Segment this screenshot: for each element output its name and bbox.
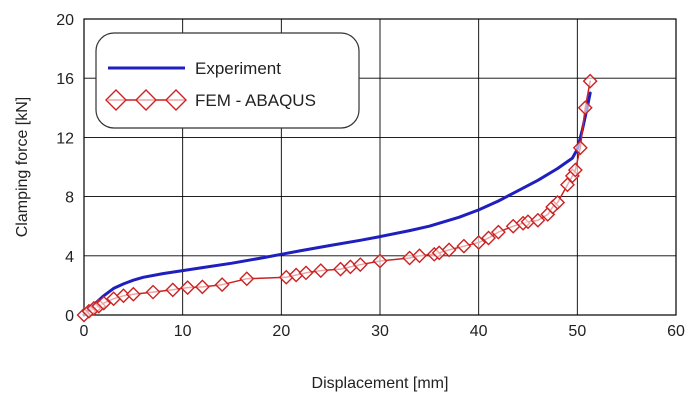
data-point xyxy=(572,140,588,156)
data-point xyxy=(582,73,598,89)
x-axis: 0 10 20 30 40 50 60 xyxy=(80,323,685,340)
x-tick-label: 20 xyxy=(272,323,290,340)
legend-box xyxy=(95,32,360,129)
x-tick-label: 30 xyxy=(371,323,389,340)
x-tick-label: 50 xyxy=(568,323,586,340)
y-tick-label: 20 xyxy=(56,12,74,29)
legend-markers-fem-abaqus xyxy=(105,89,187,111)
x-tick-label: 10 xyxy=(174,323,192,340)
data-point xyxy=(352,257,368,273)
data-point xyxy=(194,279,210,295)
data-point xyxy=(165,282,181,298)
series-line-experiment xyxy=(82,91,592,317)
x-tick-label: 60 xyxy=(667,323,685,340)
data-point xyxy=(333,261,349,277)
data-point xyxy=(96,295,112,311)
data-point xyxy=(342,259,358,275)
legend-label-experiment: Experiment xyxy=(195,59,281,78)
data-point xyxy=(214,277,230,293)
data-point xyxy=(125,286,141,302)
data-point xyxy=(530,212,546,228)
x-tick-label: 40 xyxy=(470,323,488,340)
data-point xyxy=(471,234,487,250)
data-point xyxy=(441,242,457,258)
data-point xyxy=(180,280,196,296)
x-tick-label: 0 xyxy=(80,323,89,340)
legend: Experiment FEM - ABAQUS xyxy=(95,32,360,129)
y-axis-title: Clamping force [kN] xyxy=(14,97,31,238)
data-point xyxy=(490,224,506,240)
series-layer xyxy=(76,73,598,323)
y-tick-label: 0 xyxy=(65,308,74,325)
data-point xyxy=(298,265,314,281)
y-tick-label: 12 xyxy=(56,130,74,147)
data-point xyxy=(313,263,329,279)
data-point xyxy=(239,271,255,287)
y-tick-label: 16 xyxy=(56,71,74,88)
series-fem-abaqus xyxy=(76,73,598,323)
data-point xyxy=(372,253,388,269)
series-experiment xyxy=(82,91,592,317)
data-point xyxy=(145,284,161,300)
y-tick-label: 4 xyxy=(65,249,74,266)
data-point xyxy=(481,230,497,246)
legend-marker-diamond xyxy=(165,89,187,111)
data-point xyxy=(411,248,427,264)
data-point xyxy=(402,250,418,266)
y-axis: 0 4 8 12 16 20 xyxy=(56,12,74,325)
legend-label-fem-abaqus: FEM - ABAQUS xyxy=(195,91,316,110)
data-point xyxy=(456,238,472,254)
data-point xyxy=(550,195,566,211)
data-point xyxy=(567,162,583,178)
y-tick-label: 8 xyxy=(65,190,74,207)
data-point xyxy=(577,100,593,116)
legend-marker-diamond xyxy=(105,89,127,111)
plot-frame xyxy=(83,18,677,316)
data-point xyxy=(288,267,304,283)
legend-marker-diamond xyxy=(135,89,157,111)
x-axis-title: Displacement [mm] xyxy=(312,375,449,392)
